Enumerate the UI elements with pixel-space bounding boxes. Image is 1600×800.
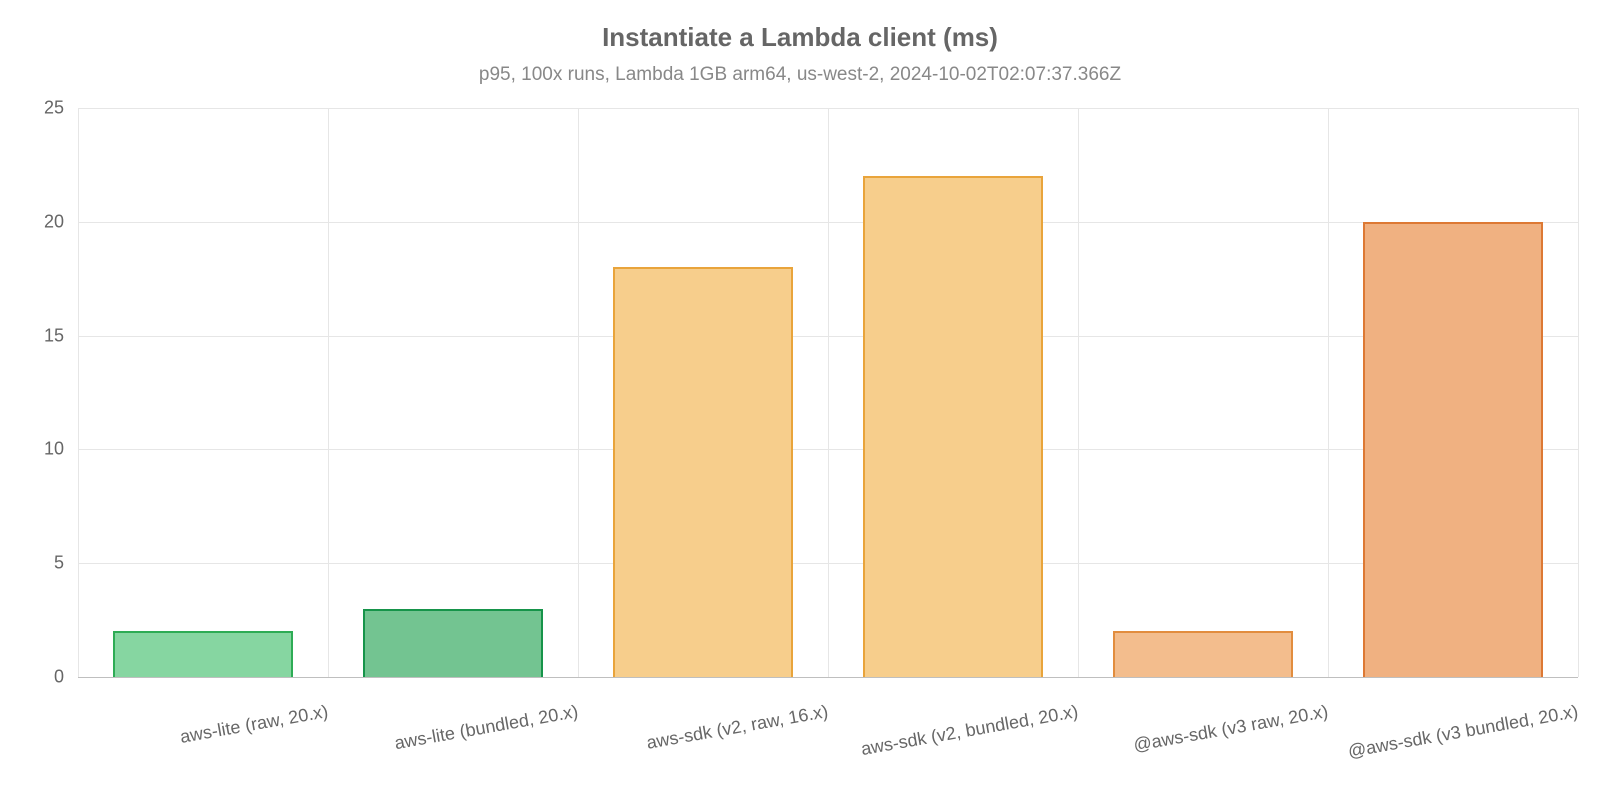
x-gridline bbox=[328, 108, 329, 677]
bar bbox=[613, 267, 793, 677]
bar bbox=[1363, 222, 1543, 677]
x-gridline bbox=[1078, 108, 1079, 677]
x-gridline bbox=[1578, 108, 1579, 677]
x-gridline bbox=[1328, 108, 1329, 677]
y-tick-label: 25 bbox=[44, 98, 78, 119]
bar-chart: Instantiate a Lambda client (ms) p95, 10… bbox=[0, 0, 1600, 800]
x-gridline bbox=[578, 108, 579, 677]
y-tick-label: 5 bbox=[54, 553, 78, 574]
x-gridline bbox=[78, 108, 79, 677]
y-tick-label: 10 bbox=[44, 439, 78, 460]
y-tick-label: 0 bbox=[54, 667, 78, 688]
y-gridline bbox=[78, 677, 1578, 678]
plot-area: 0510152025 bbox=[78, 108, 1578, 677]
bar bbox=[113, 631, 293, 677]
bar bbox=[363, 609, 543, 677]
chart-subtitle: p95, 100x runs, Lambda 1GB arm64, us-wes… bbox=[0, 64, 1600, 86]
bar bbox=[1113, 631, 1293, 677]
x-gridline bbox=[828, 108, 829, 677]
y-tick-label: 20 bbox=[44, 211, 78, 232]
y-tick-label: 15 bbox=[44, 325, 78, 346]
chart-title: Instantiate a Lambda client (ms) bbox=[0, 22, 1600, 53]
bar bbox=[863, 176, 1043, 677]
